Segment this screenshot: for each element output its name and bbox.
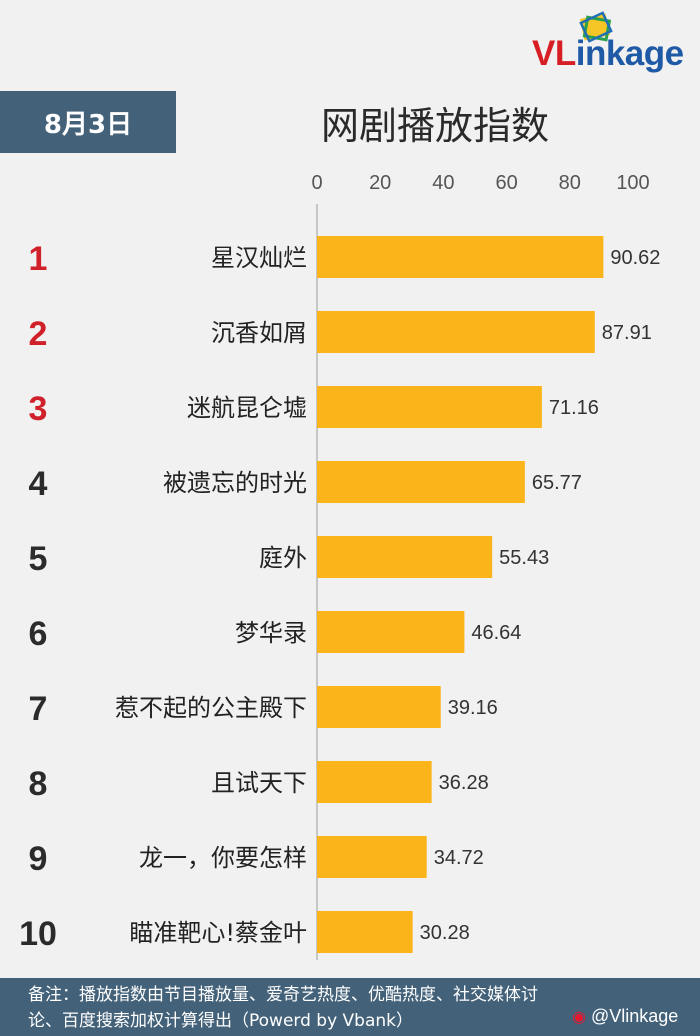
bar — [317, 611, 465, 653]
value-label: 46.64 — [471, 622, 521, 644]
category-label: 且试天下 — [211, 769, 307, 797]
rank-number: 9 — [29, 840, 48, 878]
bar — [317, 311, 595, 353]
category-label: 惹不起的公主殿下 — [115, 694, 307, 722]
value-label: 55.43 — [499, 547, 549, 569]
rank-number: 2 — [29, 315, 48, 353]
value-label: 65.77 — [532, 472, 582, 494]
category-label: 迷航昆仑墟 — [187, 394, 307, 422]
category-label: 沉香如屑 — [211, 319, 307, 347]
x-tick-label: 100 — [616, 172, 649, 194]
vlinkage-logo-icon — [579, 11, 613, 43]
value-label: 90.62 — [610, 247, 660, 269]
bar — [317, 536, 493, 578]
rank-number: 8 — [29, 765, 48, 803]
category-label: 梦华录 — [235, 619, 307, 647]
brand-logo-suffix: inkage — [575, 34, 684, 73]
footer-note-line-1: 备注：播放指数由节目播放量、爱奇艺热度、优酷热度、社交媒体讨 — [28, 985, 538, 1005]
bar — [317, 461, 525, 503]
bar — [317, 761, 432, 803]
date-badge: 8月3日 — [0, 91, 176, 153]
footer-note-line-2: 论、百度搜索加权计算得出（Powerd by Vbank） — [28, 1011, 414, 1031]
value-label: 87.91 — [602, 322, 652, 344]
x-tick-label: 60 — [495, 172, 517, 194]
bar — [317, 236, 604, 278]
category-label: 瞄准靶心!蔡金叶 — [129, 919, 307, 947]
rank-number: 3 — [29, 390, 48, 428]
value-label: 34.72 — [434, 847, 484, 869]
rank-number: 6 — [29, 615, 48, 653]
bar — [317, 386, 542, 428]
rank-number: 7 — [29, 690, 48, 728]
value-label: 71.16 — [549, 397, 599, 419]
x-tick-label: 20 — [369, 172, 391, 194]
bar — [317, 836, 427, 878]
weibo-watermark: ◉ @Vlinkage — [572, 1006, 678, 1027]
rank-number: 5 — [29, 540, 48, 578]
value-label: 39.16 — [448, 697, 498, 719]
x-tick-label: 80 — [559, 172, 581, 194]
value-label: 30.28 — [420, 922, 470, 944]
category-label: 被遗忘的时光 — [163, 469, 307, 497]
brand-logo-text: VLinkage — [532, 36, 684, 71]
brand-logo-prefix: VL — [532, 34, 576, 73]
page-title: 网剧播放指数 — [320, 104, 549, 148]
footer-note: 备注：播放指数由节目播放量、爱奇艺热度、优酷热度、社交媒体讨 论、百度搜索加权计… — [0, 978, 700, 1036]
category-label: 庭外 — [259, 544, 307, 572]
watermark-text: @Vlinkage — [590, 1006, 679, 1026]
x-tick-label: 40 — [432, 172, 454, 194]
bar-chart: 0 20 40 60 80 100 90.62 星汉灿烂 1 87.91 沉香如屑 2 71.16 迷航昆… — [19, 172, 660, 960]
category-label: 龙一，你要怎样 — [139, 844, 307, 872]
rank-number: 10 — [19, 915, 57, 953]
category-label: 星汉灿烂 — [211, 244, 307, 272]
bar — [317, 911, 413, 953]
bar — [317, 686, 441, 728]
x-tick-label: 0 — [311, 172, 322, 194]
weibo-icon: ◉ — [572, 1009, 586, 1026]
value-label: 36.28 — [439, 772, 489, 794]
rank-number: 4 — [29, 465, 48, 503]
rank-number: 1 — [29, 240, 48, 278]
